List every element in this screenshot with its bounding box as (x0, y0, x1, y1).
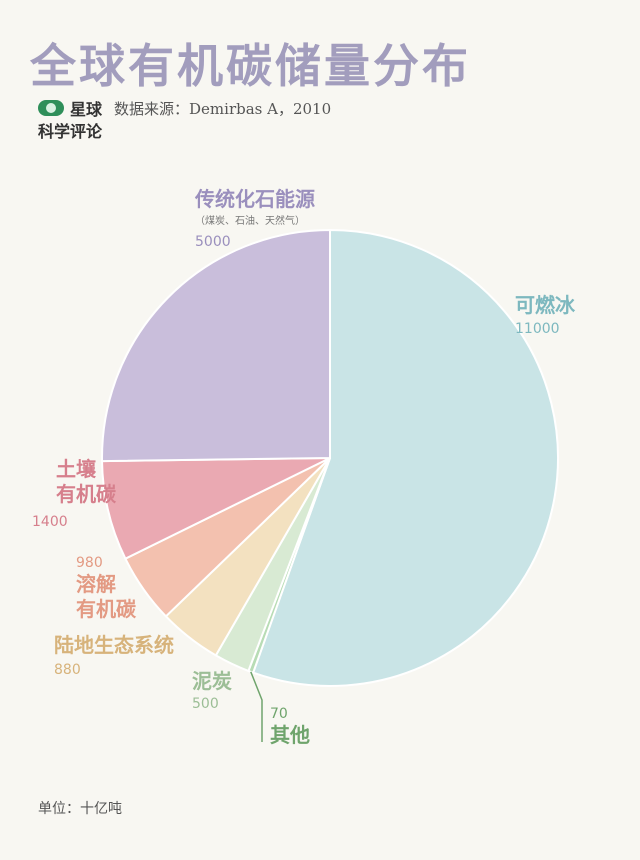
value-combustible-ice: 11000 (515, 321, 560, 337)
label-dissolved-organic-carbon-line1: 溶解 (76, 572, 116, 596)
value-fossil-fuels: 5000 (195, 234, 231, 250)
value-soil-organic-carbon: 1400 (32, 514, 68, 530)
value-peat: 500 (192, 696, 219, 712)
label-dissolved-organic-carbon-line2: 有机碳 (76, 597, 137, 621)
label-combustible-ice: 可燃冰 (515, 293, 576, 317)
label-soil-organic-carbon-line2: 有机碳 (56, 482, 117, 506)
leader-line-other (250, 671, 263, 742)
brand-name: 星球 (70, 100, 103, 119)
value-terrestrial-ecosystem: 880 (54, 662, 81, 678)
label-peat: 泥炭 (192, 669, 232, 693)
value-other: 70 (270, 706, 288, 722)
unit-note: 单位：十亿吨 (38, 801, 122, 817)
chart-title: 全球有机碳储量分布 (30, 39, 471, 93)
planet-logo-icon (38, 100, 64, 116)
pie-slice-0 (251, 228, 559, 687)
pie-slice-6 (101, 228, 331, 463)
value-dissolved-organic-carbon: 980 (76, 555, 103, 571)
brand-row: 星球 数据来源：Demirbas A，2010 (38, 96, 331, 120)
label-soil-organic-carbon-line1: 土壤 (56, 457, 97, 481)
brand-subtitle: 科学评论 (38, 122, 103, 141)
pie-slice-5 (101, 457, 331, 560)
sublabel-fossil-fuels: （煤炭、石油、天然气） (195, 214, 305, 227)
label-other: 其他 (270, 723, 310, 747)
label-terrestrial-ecosystem: 陆地生态系统 (54, 633, 174, 657)
data-source: 数据来源：Demirbas A，2010 (114, 99, 332, 118)
label-fossil-fuels: 传统化石能源 (194, 187, 315, 211)
